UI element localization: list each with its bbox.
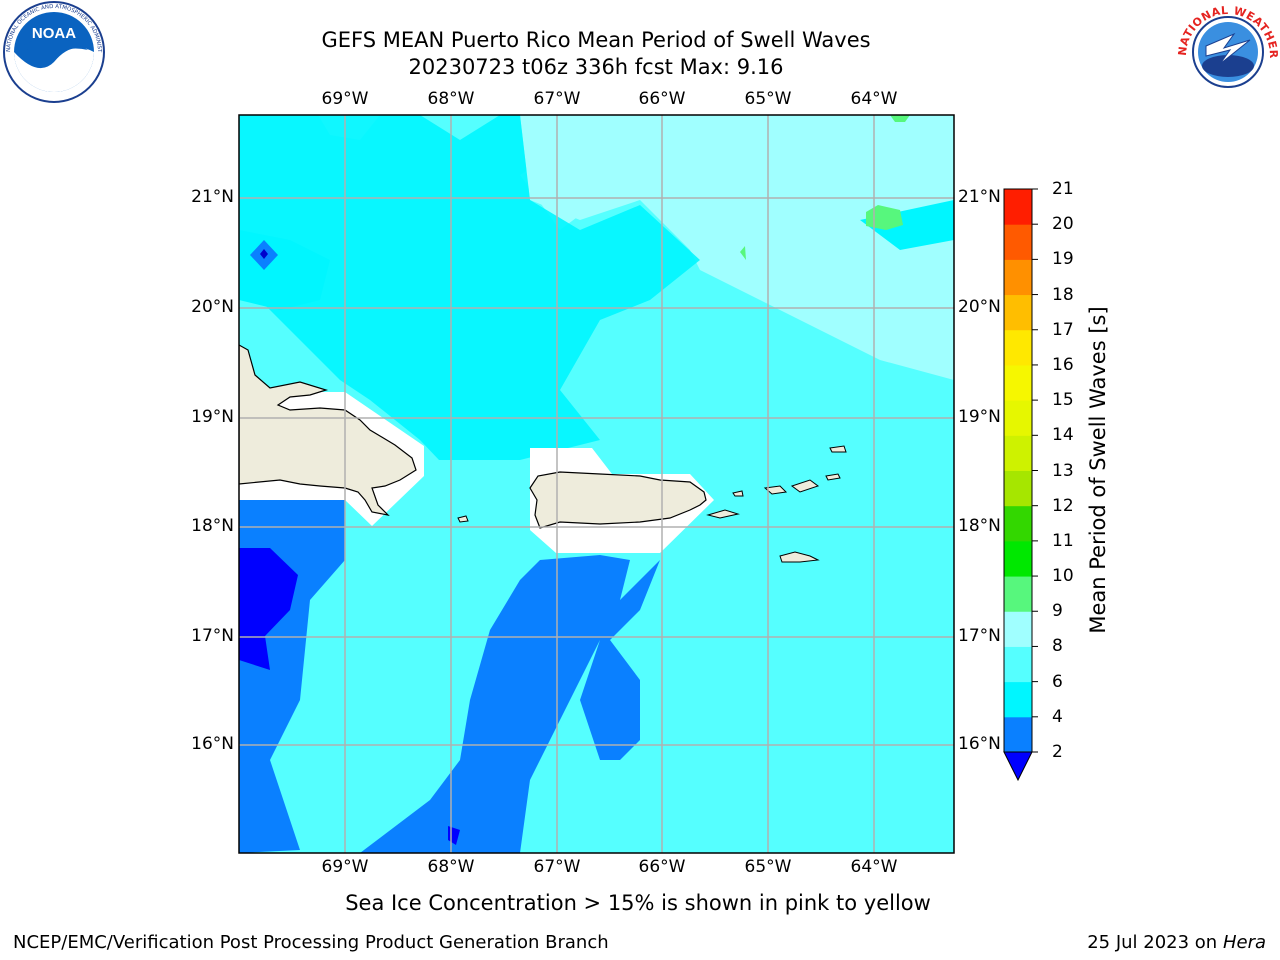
lat-label-left: 20°N — [191, 297, 234, 317]
colorbar-tick-label: 2 — [1052, 742, 1063, 762]
colorbar-segment — [1004, 611, 1032, 647]
colorbar-tick-label: 6 — [1052, 671, 1063, 692]
lat-label-left: 16°N — [191, 734, 234, 754]
colorbar-segment — [1004, 189, 1032, 225]
lat-label-right: 18°N — [958, 516, 1001, 536]
map-title: GEFS MEAN Puerto Rico Mean Period of Swe… — [321, 28, 871, 52]
colorbar-segment — [1004, 435, 1032, 471]
colorbar-title: Mean Period of Swell Waves [s] — [1086, 306, 1110, 634]
colorbar-segment — [1004, 470, 1032, 507]
colorbar-segment — [1004, 576, 1032, 612]
colorbar-tick-label: 8 — [1052, 636, 1063, 657]
nws-logo: NATIONAL WEATHER SERVICE — [1176, 0, 1280, 102]
colorbar-extend-arrow — [1003, 751, 1033, 782]
lon-label-bottom: 68°W — [427, 857, 475, 877]
lat-label-right: 16°N — [958, 734, 1001, 754]
colorbar-segment — [1004, 364, 1032, 401]
colorbar-segment — [1004, 540, 1032, 577]
colorbar-segment — [1004, 681, 1032, 718]
footer-credit: NCEP/EMC/Verification Post Processing Pr… — [13, 932, 609, 953]
map-frame — [238, 114, 955, 854]
lon-label-bottom: 64°W — [850, 857, 898, 877]
colorbar-tick-label: 20 — [1052, 214, 1074, 235]
lat-label-right: 19°N — [958, 407, 1001, 427]
colorbar-tick-label: 21 — [1052, 179, 1074, 199]
colorbar-segment — [1004, 716, 1032, 753]
colorbar-tick-label: 4 — [1052, 706, 1063, 727]
colorbar-tick-label: 12 — [1052, 495, 1074, 516]
map-subtitle: 20230723 t06z 336h fcst Max: 9.16 — [408, 55, 784, 79]
footer-host: Hera — [1222, 932, 1266, 953]
colorbar-tick-label: 13 — [1052, 460, 1074, 481]
lat-label-right: 17°N — [958, 626, 1001, 646]
swell-period-field — [239, 115, 954, 853]
colorbar-tick-label: 17 — [1052, 319, 1074, 340]
lon-label-bottom: 65°W — [744, 857, 792, 877]
lon-label-top: 65°W — [744, 89, 792, 109]
colorbar-segment — [1004, 259, 1032, 296]
colorbar-tick-label: 10 — [1052, 566, 1074, 587]
lat-label-right: 21°N — [958, 187, 1001, 207]
lon-label-top: 69°W — [321, 89, 369, 109]
footer-date: 25 Jul 2023 on Hera — [1087, 932, 1266, 954]
lat-label-left: 21°N — [191, 187, 234, 207]
lon-label-top: 64°W — [850, 89, 898, 109]
lon-label-top: 66°W — [638, 89, 686, 109]
colorbar-tick-label: 15 — [1052, 390, 1074, 411]
lon-label-bottom: 66°W — [638, 857, 686, 877]
colorbar-segment — [1004, 400, 1032, 436]
map-gridlines — [239, 115, 954, 853]
colorbar-tick-label: 11 — [1052, 530, 1074, 551]
noaa-logo-text: NOAA — [32, 25, 76, 42]
colorbar-segment — [1004, 505, 1032, 542]
colorbar-segment — [1004, 224, 1032, 260]
colorbar-segment — [1004, 646, 1032, 683]
lat-label-left: 19°N — [191, 407, 234, 427]
lon-label-top: 68°W — [427, 89, 475, 109]
colorbar-tick-label: 14 — [1052, 425, 1074, 446]
colorbar-tick-label: 18 — [1052, 284, 1074, 305]
lon-label-bottom: 67°W — [533, 857, 581, 877]
lat-label-right: 20°N — [958, 297, 1001, 317]
lat-label-left: 17°N — [191, 626, 234, 646]
lon-label-bottom: 69°W — [321, 857, 369, 877]
noaa-logo: NOAA NATIONAL OCEANIC AND ATMOSPHERIC AD… — [2, 0, 105, 103]
sea-ice-note: Sea Ice Concentration > 15% is shown in … — [345, 891, 931, 915]
colorbar-segment — [1004, 329, 1032, 366]
colorbar — [1003, 188, 1038, 782]
colorbar-tick-label: 9 — [1052, 601, 1063, 622]
lon-label-top: 67°W — [533, 89, 581, 109]
colorbar-segment — [1004, 294, 1032, 331]
lat-label-left: 18°N — [191, 516, 234, 536]
colorbar-tick-label: 16 — [1052, 354, 1074, 375]
colorbar-tick-label: 19 — [1052, 249, 1074, 270]
footer-date-text: 25 Jul 2023 on — [1087, 932, 1223, 953]
